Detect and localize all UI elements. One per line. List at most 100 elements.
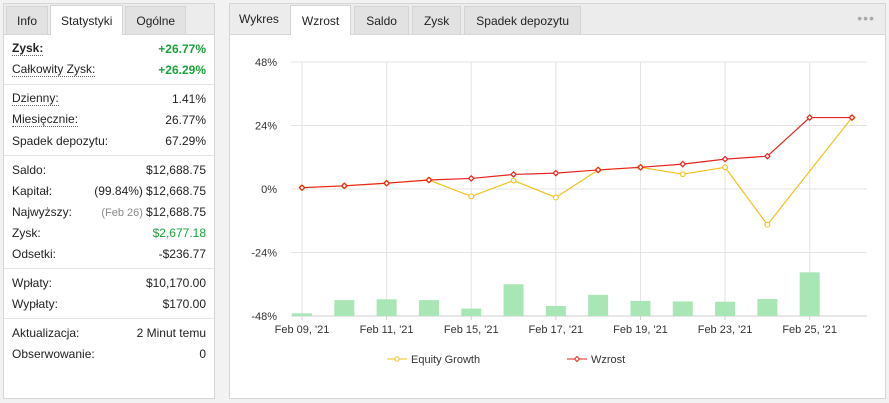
equity-growth-point	[468, 193, 475, 200]
legend-equity-label[interactable]: Equity Growth	[411, 354, 480, 366]
wzrost-point	[637, 163, 644, 171]
legend-equity-marker	[394, 356, 400, 362]
legend-wzrost-label[interactable]: Wzrost	[591, 354, 625, 366]
chart-panel-title: Wykres	[239, 12, 279, 26]
equity-growth-point	[764, 221, 771, 228]
y-tick-label: 24%	[255, 121, 277, 133]
stat-row-obserwowanie: Obserwowanie: 0	[12, 343, 206, 364]
meta-section: Aktualizacja: 2 Minut temu Obserwowanie:…	[4, 319, 214, 368]
daily-bar	[672, 301, 693, 316]
tab-zysk[interactable]: Zysk	[411, 6, 462, 34]
kapital-label: Kapitał:	[12, 183, 53, 198]
rate-section: Dzienny: 1.41% Miesięcznie: 26.77% Spade…	[4, 85, 214, 156]
x-tick-label: Feb 11, '21	[360, 324, 414, 336]
y-tick-label: -24%	[251, 248, 277, 260]
zysk-amount-value: $2,677.18	[152, 225, 206, 240]
wzrost-point	[552, 169, 560, 177]
y-tick-label: -48%	[251, 311, 277, 323]
more-options-icon[interactable]: •••	[857, 10, 875, 26]
stat-row-najwyzszy: Najwyższy: (Feb 26) $12,688.75	[12, 201, 206, 222]
wzrost-point	[806, 114, 814, 122]
daily-bar	[292, 313, 312, 316]
wzrost-point	[340, 182, 348, 190]
obserwowanie-value: 0	[199, 346, 206, 361]
daily-bar	[334, 300, 355, 316]
stat-row-dzienny: Dzienny: 1.41%	[12, 88, 206, 109]
calkowity-zysk-value: +26.29%	[158, 62, 206, 77]
najwyzszy-value-wrap: (Feb 26) $12,688.75	[101, 205, 206, 219]
stat-row-zysk: Zysk: +26.77%	[12, 38, 206, 59]
zysk-amount-label: Zysk:	[12, 225, 41, 240]
obserwowanie-label: Obserwowanie:	[12, 346, 95, 361]
chart-panel: Wykres Wzrost Saldo Zysk Spadek depozytu…	[229, 3, 886, 399]
tab-saldo[interactable]: Saldo	[354, 6, 409, 34]
daily-bar	[545, 305, 566, 316]
zysk-label[interactable]: Zysk:	[12, 40, 44, 56]
wplaty-label: Wpłaty:	[12, 275, 53, 290]
wzrost-point	[594, 166, 602, 174]
najwyzszy-label: Najwyższy:	[12, 204, 73, 219]
daily-bar	[418, 300, 439, 316]
stats-panel: Info Statystyki Ogólne Zysk: +26.77% Cał…	[3, 3, 215, 399]
tab-spadek-depozytu[interactable]: Spadek depozytu	[464, 6, 582, 34]
wzrost-point	[467, 174, 475, 182]
stat-row-calkowity: Całkowity Zysk: +26.29%	[12, 59, 206, 80]
deposits-section: Wpłaty: $10,170.00 Wypłaty: $170.00	[4, 269, 214, 319]
tab-info[interactable]: Info	[6, 6, 49, 34]
wzrost-point	[298, 184, 306, 192]
wzrost-point	[763, 152, 771, 160]
saldo-value: $12,688.75	[145, 162, 206, 177]
equity-growth-point	[679, 171, 686, 178]
najwyzszy-date: (Feb 26)	[101, 206, 143, 219]
equity-growth-point	[552, 194, 559, 201]
stat-row-saldo: Saldo: $12,688.75	[12, 159, 206, 180]
x-tick-label: Feb 09, '21	[275, 324, 330, 336]
stat-row-wplaty: Wpłaty: $10,170.00	[12, 272, 206, 293]
gain-section: Zysk: +26.77% Całkowity Zysk: +26.29%	[4, 35, 214, 85]
wplaty-value: $10,170.00	[145, 275, 206, 290]
daily-bar	[630, 300, 651, 316]
balance-section: Saldo: $12,688.75 Kapitał: (99.84%) $12,6…	[4, 156, 214, 269]
equity-growth-point	[510, 177, 517, 184]
growth-chart: 48% 24% 0% -24% -48% Feb 09, '21 Feb 11, '21 F…	[251, 57, 867, 366]
odsetki-value: -$236.77	[158, 246, 206, 261]
zysk-value: +26.77%	[158, 41, 206, 56]
spadek-value: 67.29%	[165, 133, 206, 148]
daily-bar	[588, 294, 609, 316]
wzrost-point	[679, 160, 687, 168]
legend-wzrost-marker	[573, 355, 581, 363]
daily-bar	[376, 299, 397, 316]
chart-tabs: Wykres Wzrost Saldo Zysk Spadek depozytu…	[230, 4, 885, 35]
najwyzszy-value: $12,688.75	[145, 204, 206, 219]
calkowity-zysk-label[interactable]: Całkowity Zysk:	[12, 61, 96, 77]
tab-ogolne[interactable]: Ogólne	[125, 6, 187, 34]
wyplaty-value: $170.00	[162, 296, 206, 311]
daily-bar	[715, 301, 736, 316]
stat-row-miesiecznie: Miesięcznie: 26.77%	[12, 109, 206, 130]
daily-bar	[503, 284, 524, 316]
tab-wzrost[interactable]: Wzrost	[289, 5, 352, 35]
dzienny-value: 1.41%	[171, 91, 206, 106]
wzrost-point	[383, 179, 391, 187]
stat-row-zysk-amount: Zysk: $2,677.18	[12, 222, 206, 243]
miesiecznie-value: 26.77%	[165, 112, 206, 127]
stat-row-spadek: Spadek depozytu: 67.29%	[12, 130, 206, 151]
x-tick-label: Feb 19, '21	[613, 324, 668, 336]
wzrost-point	[425, 176, 433, 184]
equity-growth-point	[722, 164, 729, 171]
stat-row-wyplaty: Wypłaty: $170.00	[12, 293, 206, 314]
x-tick-label: Feb 25, '21	[782, 324, 837, 336]
y-tick-label: 0%	[261, 184, 277, 196]
daily-bar	[461, 308, 482, 316]
aktualizacja-label: Aktualizacja:	[12, 325, 80, 340]
stat-row-kapital: Kapitał: (99.84%) $12,668.75	[12, 180, 206, 201]
daily-bar	[799, 272, 820, 316]
tab-statystyki[interactable]: Statystyki	[50, 5, 124, 35]
miesiecznie-label[interactable]: Miesięcznie:	[12, 111, 79, 127]
wzrost-line	[301, 116, 852, 189]
odsetki-label: Odsetki:	[12, 246, 57, 261]
dzienny-label[interactable]: Dzienny:	[12, 90, 59, 106]
stat-row-odsetki: Odsetki: -$236.77	[12, 243, 206, 264]
wzrost-point	[848, 114, 856, 122]
y-tick-label: 48%	[255, 57, 277, 69]
